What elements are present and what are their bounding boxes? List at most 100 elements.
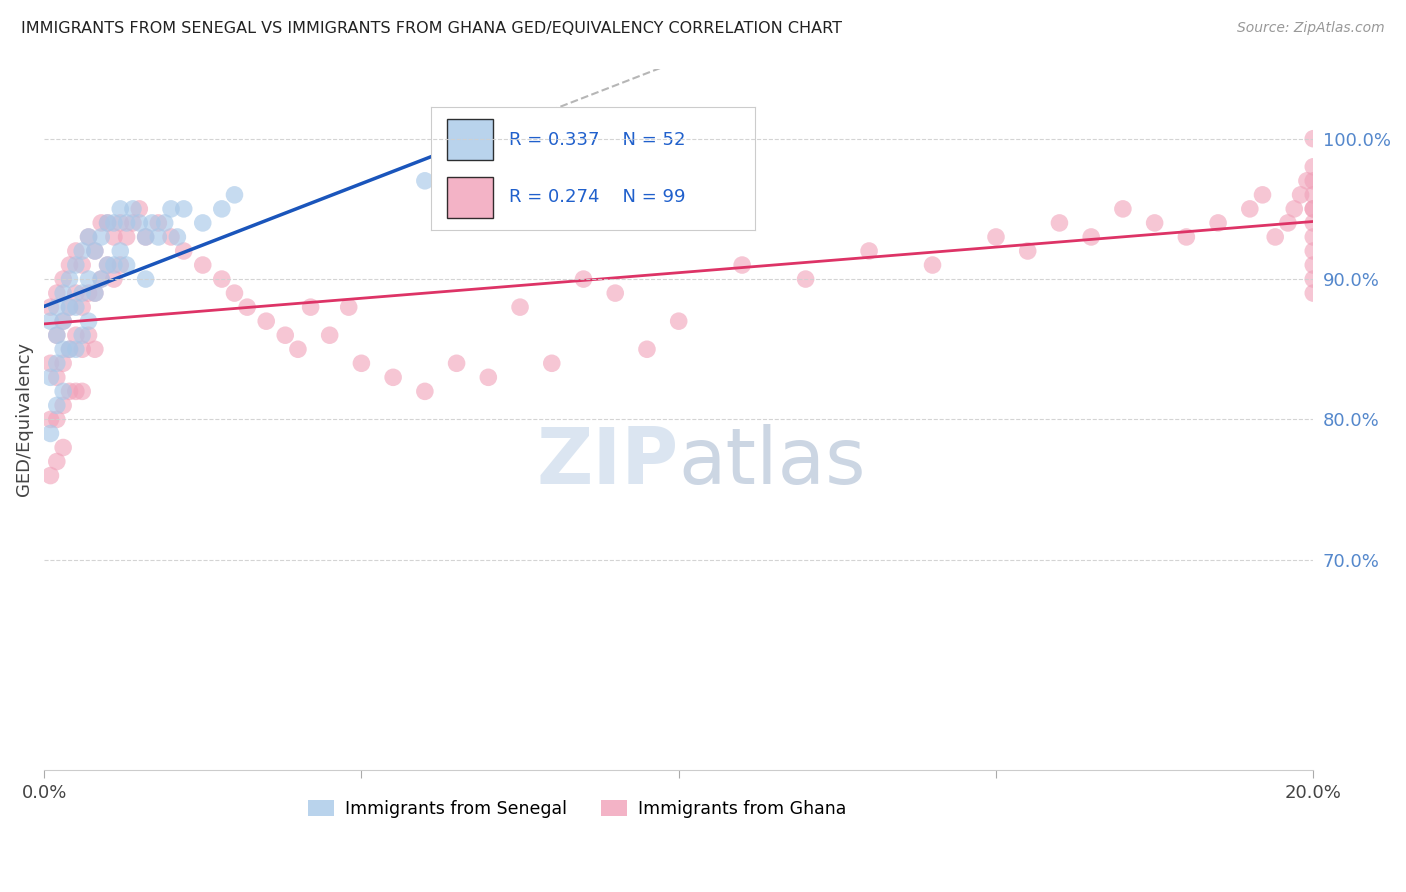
Point: [1264, 230, 1286, 244]
Point: [668, 314, 690, 328]
Point: [97, 258, 120, 272]
Point: [141, 216, 163, 230]
Point: [1239, 202, 1261, 216]
Point: [90, 230, 112, 244]
Point: [1284, 202, 1306, 216]
Point: [77, 230, 100, 244]
Point: [135, 230, 157, 244]
Point: [45, 328, 67, 343]
Point: [160, 202, 183, 216]
Point: [70, 328, 93, 343]
Point: [77, 328, 100, 343]
Point: [58, 343, 80, 357]
Point: [58, 300, 80, 314]
Point: [70, 258, 93, 272]
Y-axis label: GED/Equivalency: GED/Equivalency: [15, 343, 32, 497]
Point: [58, 384, 80, 399]
Point: [1017, 244, 1039, 258]
Point: [477, 370, 499, 384]
Point: [1289, 187, 1312, 202]
Point: [52, 286, 75, 301]
Point: [540, 356, 562, 370]
Point: [52, 384, 75, 399]
Point: [58, 343, 80, 357]
Point: [65, 300, 87, 314]
Point: [65, 244, 87, 258]
Point: [135, 230, 157, 244]
Point: [337, 300, 360, 314]
Point: [350, 356, 373, 370]
Legend: Immigrants from Senegal, Immigrants from Ghana: Immigrants from Senegal, Immigrants from…: [301, 793, 853, 825]
Point: [115, 216, 138, 230]
Point: [39, 426, 62, 441]
Point: [65, 343, 87, 357]
Point: [58, 272, 80, 286]
Point: [83, 286, 105, 301]
Point: [731, 258, 754, 272]
Point: [97, 216, 120, 230]
Text: ZIP: ZIP: [537, 424, 679, 500]
Point: [160, 230, 183, 244]
Point: [83, 244, 105, 258]
Point: [70, 343, 93, 357]
Point: [173, 244, 195, 258]
Point: [464, 202, 486, 216]
Point: [1302, 216, 1324, 230]
Point: [58, 300, 80, 314]
Point: [52, 356, 75, 370]
Point: [65, 258, 87, 272]
Point: [110, 258, 132, 272]
Point: [509, 300, 531, 314]
Point: [191, 258, 214, 272]
Point: [45, 370, 67, 384]
Point: [97, 216, 120, 230]
Point: [1112, 202, 1135, 216]
Point: [110, 216, 132, 230]
Point: [224, 187, 246, 202]
Point: [1296, 174, 1319, 188]
Point: [83, 286, 105, 301]
Point: [115, 258, 138, 272]
Point: [1302, 272, 1324, 286]
Point: [1251, 187, 1274, 202]
Point: [921, 258, 943, 272]
Point: [191, 216, 214, 230]
Point: [83, 244, 105, 258]
Point: [52, 398, 75, 412]
Point: [65, 384, 87, 399]
Point: [97, 258, 120, 272]
Point: [115, 230, 138, 244]
Point: [1302, 244, 1324, 258]
Point: [1080, 230, 1102, 244]
Point: [1049, 216, 1071, 230]
Point: [135, 272, 157, 286]
Point: [45, 300, 67, 314]
Point: [39, 370, 62, 384]
Point: [1302, 258, 1324, 272]
Point: [148, 230, 170, 244]
Point: [90, 272, 112, 286]
Point: [1175, 230, 1198, 244]
Point: [413, 174, 436, 188]
Point: [1302, 174, 1324, 188]
Point: [1277, 216, 1299, 230]
Point: [128, 216, 150, 230]
Point: [65, 328, 87, 343]
Point: [122, 202, 145, 216]
Point: [153, 216, 176, 230]
Point: [45, 412, 67, 426]
Point: [52, 272, 75, 286]
Point: [90, 272, 112, 286]
Point: [83, 343, 105, 357]
Text: IMMIGRANTS FROM SENEGAL VS IMMIGRANTS FROM GHANA GED/EQUIVALENCY CORRELATION CHA: IMMIGRANTS FROM SENEGAL VS IMMIGRANTS FR…: [21, 21, 842, 37]
Point: [39, 468, 62, 483]
Point: [39, 314, 62, 328]
Point: [446, 356, 468, 370]
Point: [39, 356, 62, 370]
Point: [77, 230, 100, 244]
Point: [1302, 187, 1324, 202]
Point: [148, 216, 170, 230]
Point: [318, 328, 340, 343]
Point: [224, 286, 246, 301]
Point: [52, 314, 75, 328]
